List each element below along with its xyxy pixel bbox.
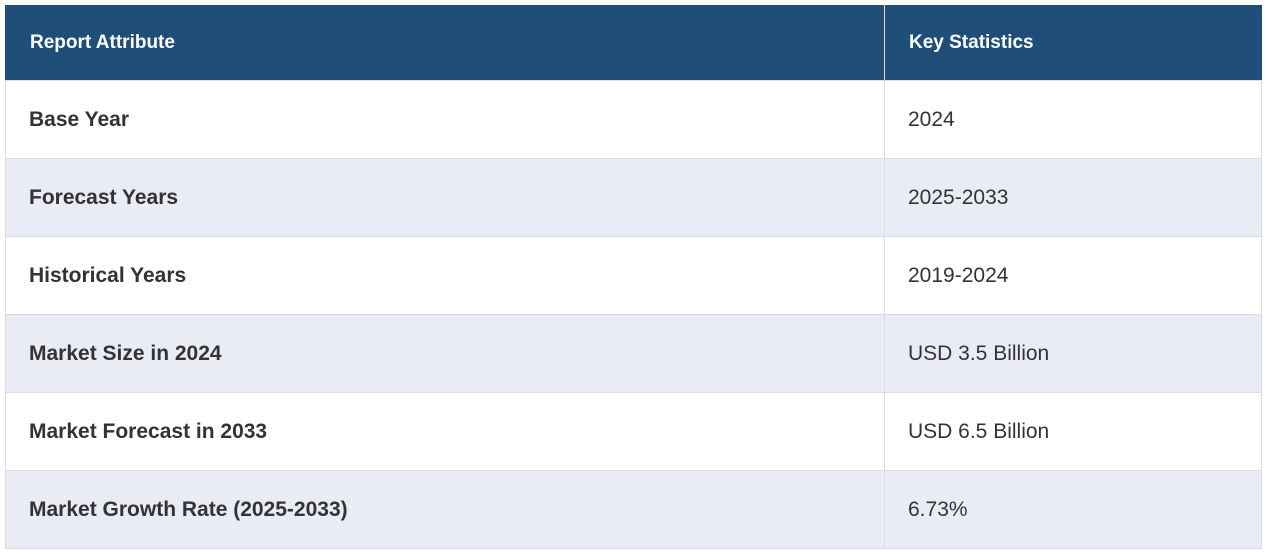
row-attribute: Forecast Years <box>5 158 885 237</box>
row-value: USD 3.5 Billion <box>884 314 1262 393</box>
row-attribute: Market Size in 2024 <box>5 314 885 393</box>
table-row: Market Growth Rate (2025-2033) 6.73% <box>5 470 1262 549</box>
row-value: 6.73% <box>884 470 1262 549</box>
table-row: Market Size in 2024 USD 3.5 Billion <box>5 314 1262 393</box>
row-value: USD 6.5 Billion <box>884 392 1262 471</box>
table-row: Market Forecast in 2033 USD 6.5 Billion <box>5 392 1262 471</box>
row-value: 2024 <box>884 80 1262 159</box>
row-attribute: Market Forecast in 2033 <box>5 392 885 471</box>
table-header-row: Report Attribute Key Statistics <box>5 5 1262 81</box>
column-header-key-statistics: Key Statistics <box>884 5 1262 81</box>
row-attribute: Historical Years <box>5 236 885 315</box>
report-table: Report Attribute Key Statistics Base Yea… <box>5 5 1262 549</box>
row-attribute: Market Growth Rate (2025-2033) <box>5 470 885 549</box>
row-attribute: Base Year <box>5 80 885 159</box>
table-row: Historical Years 2019-2024 <box>5 236 1262 315</box>
table-row: Forecast Years 2025-2033 <box>5 158 1262 237</box>
table-row: Base Year 2024 <box>5 80 1262 159</box>
row-value: 2019-2024 <box>884 236 1262 315</box>
row-value: 2025-2033 <box>884 158 1262 237</box>
column-header-report-attribute: Report Attribute <box>5 5 885 81</box>
